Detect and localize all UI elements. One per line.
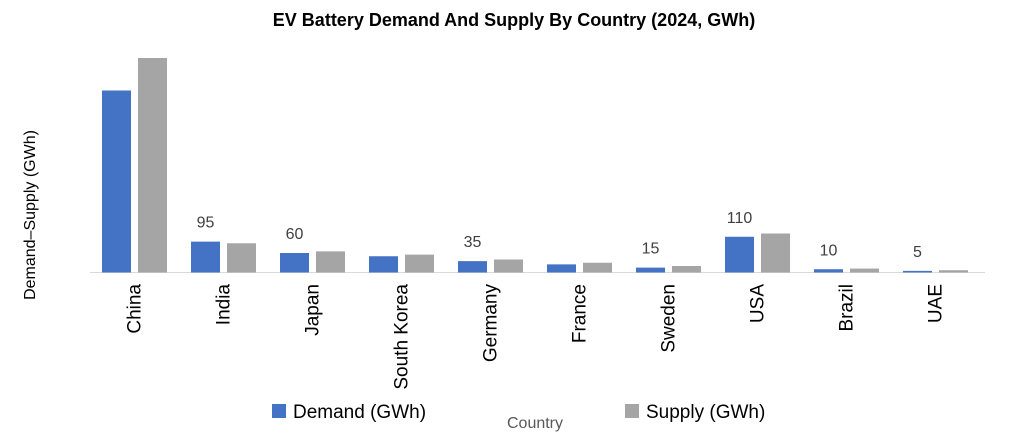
data-label: 110: [727, 210, 753, 227]
legend-swatch-demand: [272, 404, 286, 418]
bar-demand-usa: [725, 236, 754, 273]
legend-swatch-supply: [625, 404, 639, 418]
bar-supply-india: [227, 243, 256, 273]
bar-demand-france: [547, 264, 576, 273]
x-tick-label: Sweden: [659, 284, 680, 353]
x-tick-label: UAE: [926, 284, 947, 323]
bar-demand-sweden: [636, 267, 665, 273]
legend: Demand (GWh) Supply (GWh): [272, 402, 765, 423]
bar-supply-brazil: [850, 268, 879, 273]
data-label: 35: [464, 234, 482, 251]
y-axis-title: Demand–Supply (GWh): [22, 130, 39, 300]
bar-supply-germany: [494, 259, 523, 273]
x-tick-label: Germany: [481, 284, 502, 363]
x-axis-title: Country: [507, 415, 563, 432]
x-tick-label: India: [214, 284, 235, 326]
bar-demand-south-korea: [369, 256, 398, 273]
bar-supply-france: [583, 262, 612, 273]
bar-demand-india: [191, 241, 220, 273]
data-label: 15: [642, 241, 660, 258]
bar-supply-japan: [316, 251, 345, 273]
chart-title: EV Battery Demand And Supply By Country …: [273, 10, 755, 30]
x-tick-label: France: [570, 284, 591, 343]
bar-demand-germany: [458, 261, 487, 273]
bar-supply-china: [138, 58, 167, 273]
bar-supply-uae: [939, 270, 968, 273]
x-tick-label: South Korea: [392, 284, 413, 390]
bar-supply-usa: [761, 233, 790, 273]
x-tick-label: Brazil: [837, 284, 858, 332]
x-tick-label: China: [125, 284, 146, 334]
bar-supply-south-korea: [405, 254, 434, 273]
data-label: 95: [197, 215, 215, 232]
data-label: 5: [913, 244, 922, 261]
bar-demand-japan: [280, 253, 309, 273]
bar-demand-uae: [903, 270, 932, 273]
bar-demand-china: [102, 90, 131, 273]
data-label: 60: [286, 226, 304, 243]
bar-supply-sweden: [672, 266, 701, 273]
x-tick-label: USA: [748, 284, 769, 323]
legend-label-demand: Demand (GWh): [293, 402, 426, 423]
bar-demand-brazil: [814, 269, 843, 273]
x-tick-label: Japan: [303, 284, 324, 336]
data-label: 10: [820, 242, 838, 259]
legend-label-supply: Supply (GWh): [646, 402, 765, 423]
